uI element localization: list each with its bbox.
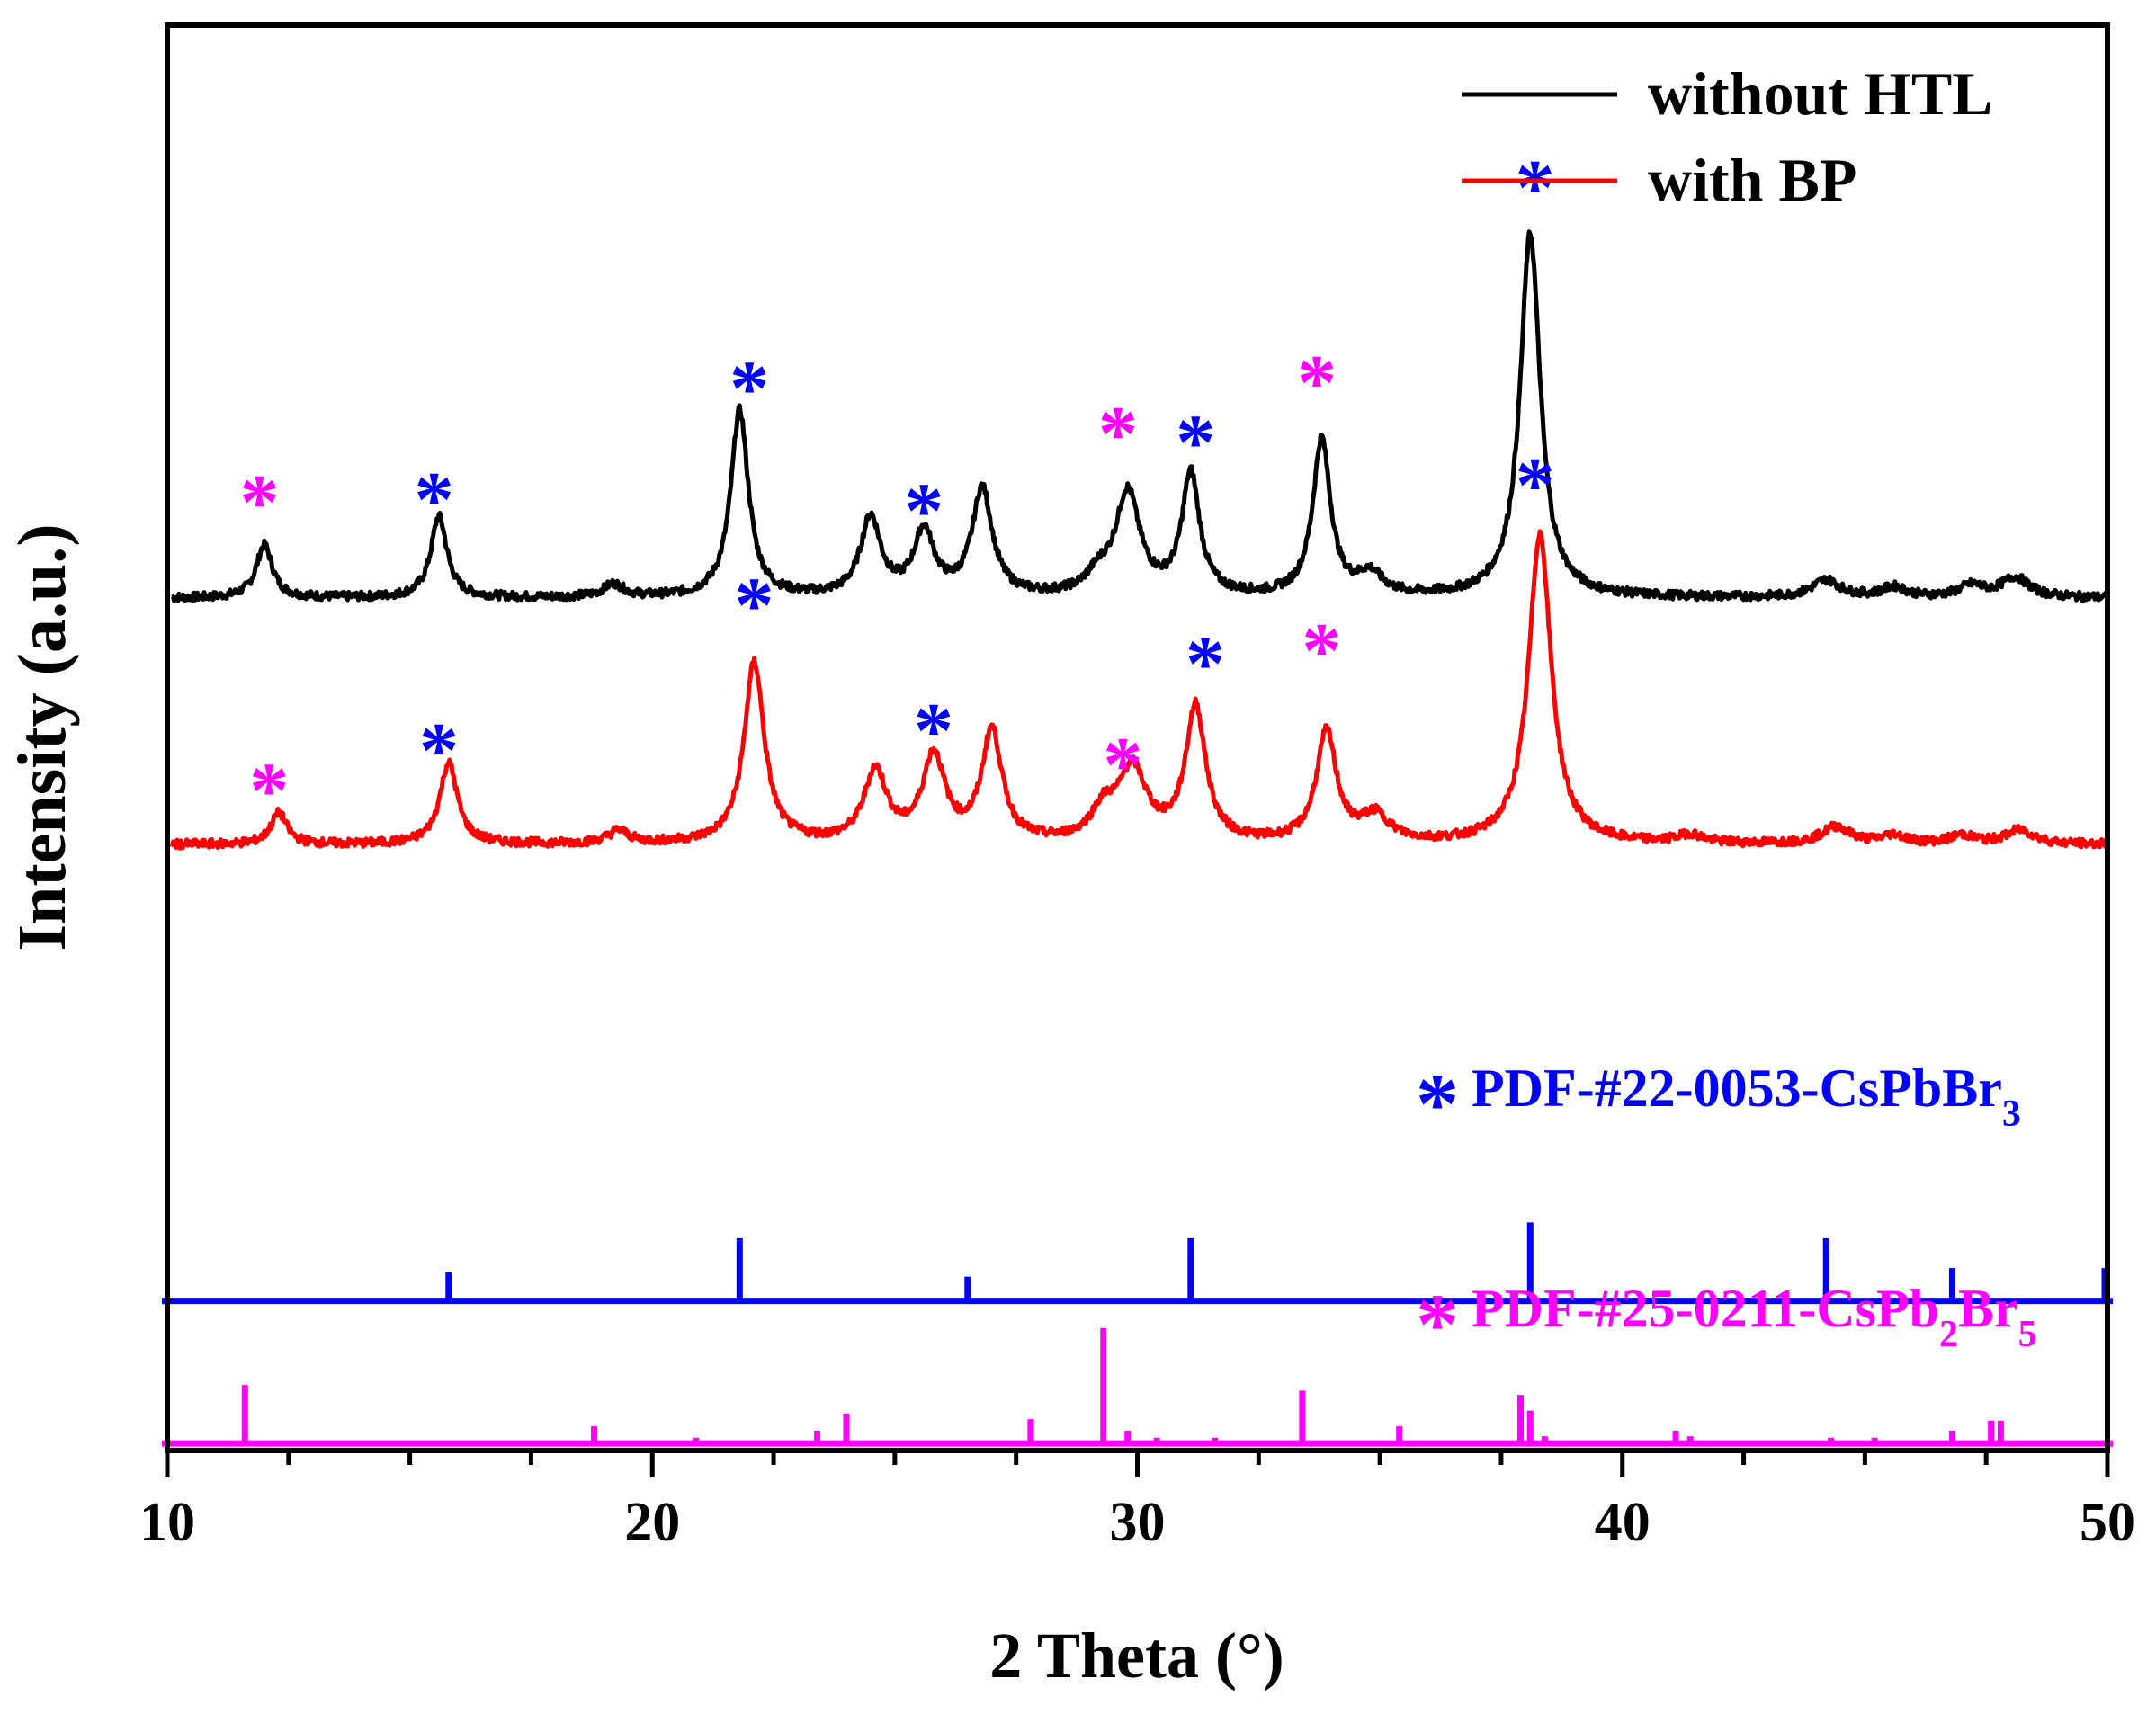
- x-tick-label: 10: [139, 1492, 195, 1553]
- peak-marker-star: *: [1103, 722, 1142, 809]
- peak-marker-star: *: [734, 562, 774, 649]
- peak-marker-star: *: [249, 747, 289, 835]
- x-axis-label: 2 Theta (°): [989, 1620, 1284, 1692]
- reference-name-cspb2br5: PDF-#25-0211-CsPb2Br5: [1472, 1279, 2037, 1355]
- peak-annotations: * * * * * * * * * * * * * * * *: [239, 145, 1554, 835]
- reference-patterns: * PDF-#22-0053-CsPbBr3* PDF-#25-0211-CsPb2…: [162, 1056, 2113, 1447]
- peak-marker-star: *: [419, 708, 459, 795]
- reference-star-cspbbr3: *: [1416, 1056, 1459, 1152]
- legend-label-without-htl: without HTL: [1648, 59, 1993, 128]
- peak-marker-star: *: [1176, 400, 1215, 487]
- peak-marker-star: *: [1516, 442, 1555, 530]
- plot-area: [169, 229, 2110, 851]
- reference-label-cspb2br5: * PDF-#25-0211-CsPb2Br5: [1416, 1276, 2037, 1372]
- x-tick-label: 30: [1110, 1492, 1166, 1553]
- x-tick-label: 20: [624, 1492, 680, 1553]
- x-axis: 10 20 30 40 50: [139, 1451, 2135, 1553]
- legend-label-with-bp: with BP: [1648, 146, 1856, 214]
- peak-marker-star: *: [1302, 608, 1341, 695]
- series-line-without-htl: [171, 229, 2110, 603]
- reference-star-cspb2br5: *: [1416, 1276, 1459, 1372]
- y-axis-label: Intensity (a.u.): [4, 523, 80, 951]
- peak-marker-star: *: [729, 345, 769, 433]
- peak-marker-star: *: [904, 469, 944, 556]
- peak-marker-star: *: [1297, 340, 1337, 427]
- peak-marker-star: *: [1185, 620, 1225, 708]
- peak-marker-star: *: [1516, 145, 1555, 232]
- peak-marker-star: *: [239, 460, 279, 547]
- peak-marker-star: *: [914, 688, 953, 775]
- peak-marker-star: *: [1098, 391, 1138, 478]
- reference-name-cspbbr3: PDF-#22-0053-CsPbBr3: [1472, 1058, 2021, 1135]
- series-line-with-bp: [169, 529, 2110, 851]
- reference-label-cspbbr3: * PDF-#22-0053-CsPbBr3: [1416, 1056, 2021, 1152]
- x-tick-label: 40: [1595, 1492, 1651, 1553]
- peak-marker-star: *: [415, 457, 454, 544]
- legend: without HTL with BP: [1462, 59, 1993, 214]
- x-tick-label: 50: [2080, 1492, 2135, 1553]
